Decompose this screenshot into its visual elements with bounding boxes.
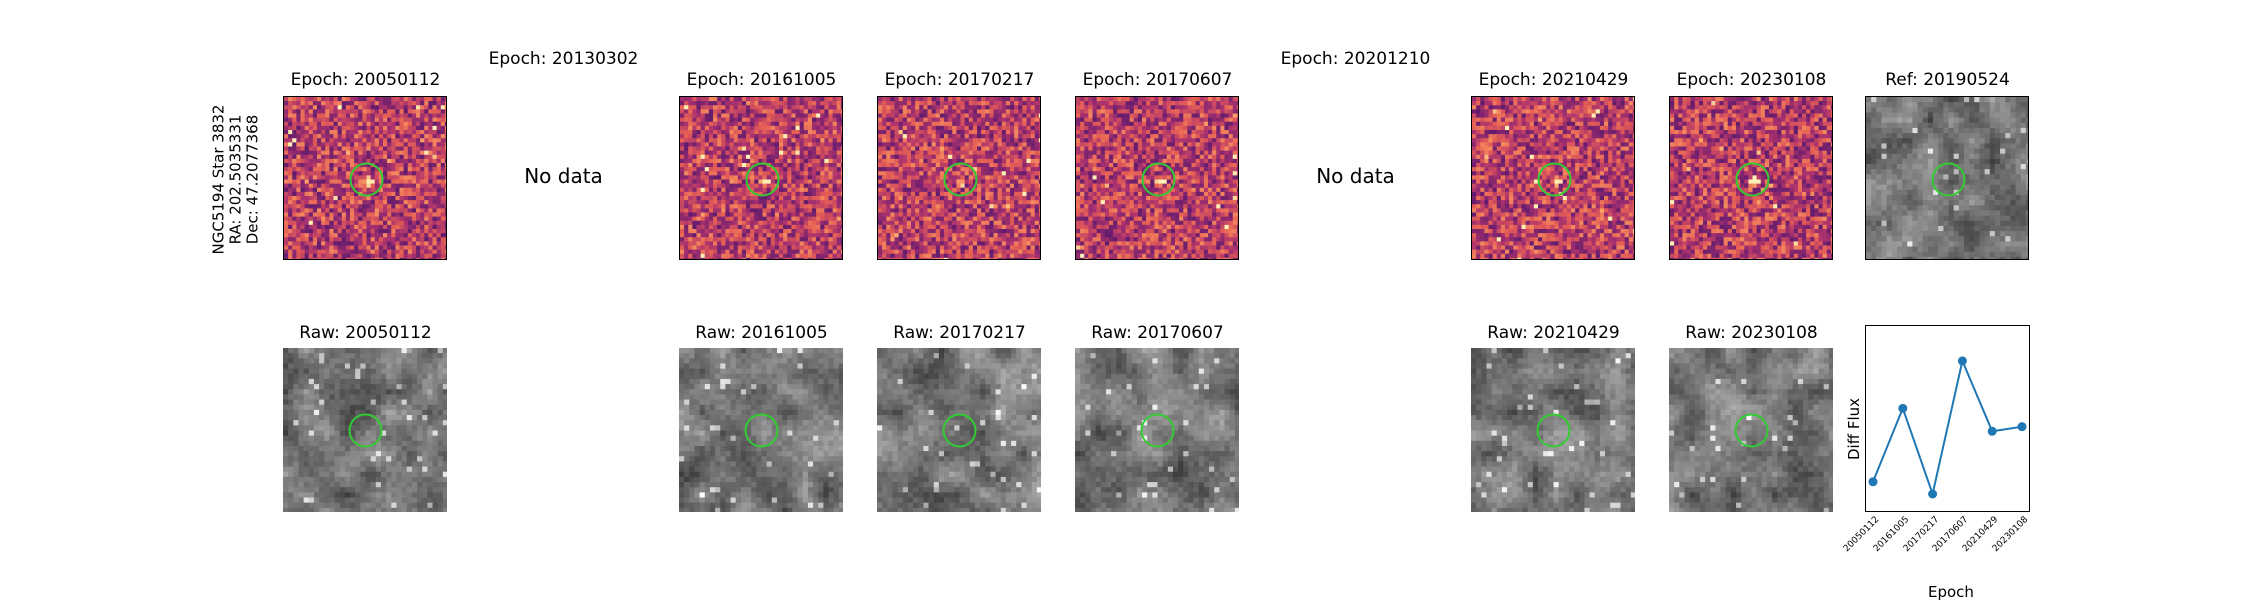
reference-image (1865, 96, 2029, 260)
raw-title: Raw: 20161005 (652, 323, 872, 343)
difference-image (283, 96, 447, 260)
epoch-title: Epoch: 20050112 (256, 70, 476, 90)
object-dec: Dec: 47.2077368 (245, 80, 262, 280)
raw-title: Raw: 20170607 (1048, 323, 1268, 343)
lightcurve-point (2018, 422, 2027, 431)
lightcurve-point (1898, 404, 1907, 413)
lightcurve-line (1873, 361, 2022, 494)
lightcurve-point (1958, 356, 1967, 365)
no-data-label: No data (484, 164, 644, 188)
difference-image (1471, 96, 1635, 260)
raw-title: Raw: 20230108 (1642, 323, 1862, 343)
object-name: NGC5194 Star 3832 (211, 80, 228, 280)
epoch-title: Epoch: 20230108 (1642, 70, 1862, 90)
epoch-title: Epoch: 20210429 (1444, 70, 1664, 90)
lightcurve-ylabel: Diff Flux (1845, 398, 1863, 460)
raw-image (1471, 348, 1635, 512)
raw-image (679, 348, 843, 512)
no-data-label: No data (1276, 164, 1436, 188)
raw-image (1669, 348, 1833, 512)
epoch-title: Epoch: 20170217 (850, 70, 1070, 90)
raw-title: Raw: 20210429 (1444, 323, 1664, 343)
raw-title: Raw: 20050112 (256, 323, 476, 343)
lightcurve-point (1988, 427, 1997, 436)
nodata-epoch-title: Epoch: 20130302 (454, 49, 674, 69)
epoch-title: Epoch: 20161005 (652, 70, 872, 90)
raw-title: Raw: 20170217 (850, 323, 1070, 343)
epoch-title: Epoch: 20170607 (1048, 70, 1268, 90)
difference-image (1075, 96, 1239, 260)
object-label: NGC5194 Star 3832 RA: 202.5035331 Dec: 4… (211, 80, 262, 280)
difference-image (679, 96, 843, 260)
lightcurve-panel (1865, 325, 2030, 512)
lightcurve-plot (1865, 325, 2030, 512)
raw-image (877, 348, 1041, 512)
reference-title: Ref: 20190524 (1838, 70, 2058, 90)
lightcurve-point (1928, 490, 1937, 499)
raw-image (1075, 348, 1239, 512)
difference-image (1669, 96, 1833, 260)
lightcurve-point (1869, 477, 1878, 486)
difference-image (877, 96, 1041, 260)
lightcurve-xlabel: Epoch (1928, 583, 1974, 601)
raw-image (283, 348, 447, 512)
lightcurve-frame (1866, 326, 2030, 512)
nodata-epoch-title: Epoch: 20201210 (1246, 49, 1466, 69)
object-ra: RA: 202.5035331 (228, 80, 245, 280)
